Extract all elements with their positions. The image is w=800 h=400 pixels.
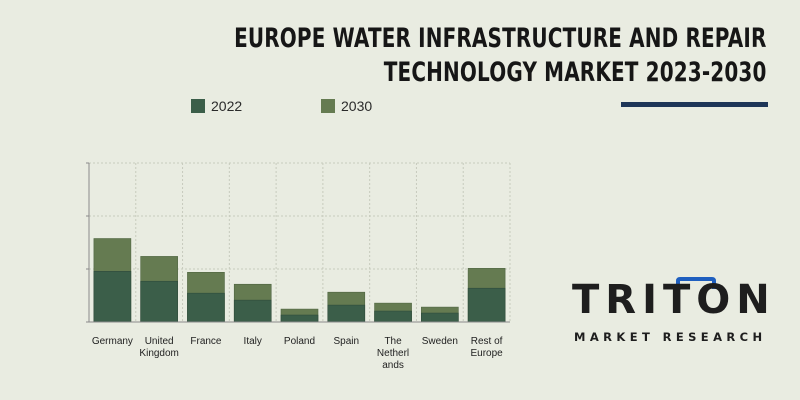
bar-2022 [280, 314, 319, 323]
x-tick-label: Spain [333, 336, 359, 347]
title-underline [621, 102, 768, 107]
legend-swatch-2022 [191, 99, 205, 113]
bar-2022 [93, 271, 132, 323]
legend-label-2022: 2022 [211, 98, 243, 114]
x-tick-label: Italy [244, 336, 262, 347]
legend-item-2030: 2030 [321, 98, 372, 114]
title-line-2: TECHNOLOGY MARKET 2023-2030 [383, 57, 766, 88]
page-title: EUROPE WATER INFRASTRUCTURE AND REPAIR T… [234, 22, 766, 90]
logo-wordmark: TRITON [572, 277, 776, 323]
bar-2022 [187, 292, 225, 323]
title-line-1: EUROPE WATER INFRASTRUCTURE AND REPAIR [233, 23, 766, 54]
bar-2022 [140, 280, 178, 323]
x-tick-label: Poland [284, 336, 315, 347]
bar-2022 [327, 304, 366, 323]
bar-2022 [421, 312, 459, 323]
bar-2022 [467, 287, 506, 323]
logo-arc-icon [676, 277, 716, 289]
bar-2022 [233, 299, 272, 323]
bar-chart: Germany United Kingdom France Italy Poland Spa… [86, 162, 511, 371]
legend-label-2030: 2030 [341, 98, 373, 114]
legend-swatch-2030 [321, 99, 335, 113]
x-tick-label: France [190, 336, 222, 347]
legend-item-2022: 2022 [191, 98, 242, 114]
x-tick-label: Rest of Europe [470, 336, 503, 359]
x-tick-label: United Kingdom [139, 336, 178, 359]
logo-subtitle: MARKET RESEARCH [574, 330, 767, 344]
x-tick-label: Sweden [422, 336, 458, 347]
x-tick-label: Germany [92, 336, 133, 347]
bar-2022 [374, 310, 412, 323]
x-tick-label: The Netherl ands [377, 336, 409, 371]
